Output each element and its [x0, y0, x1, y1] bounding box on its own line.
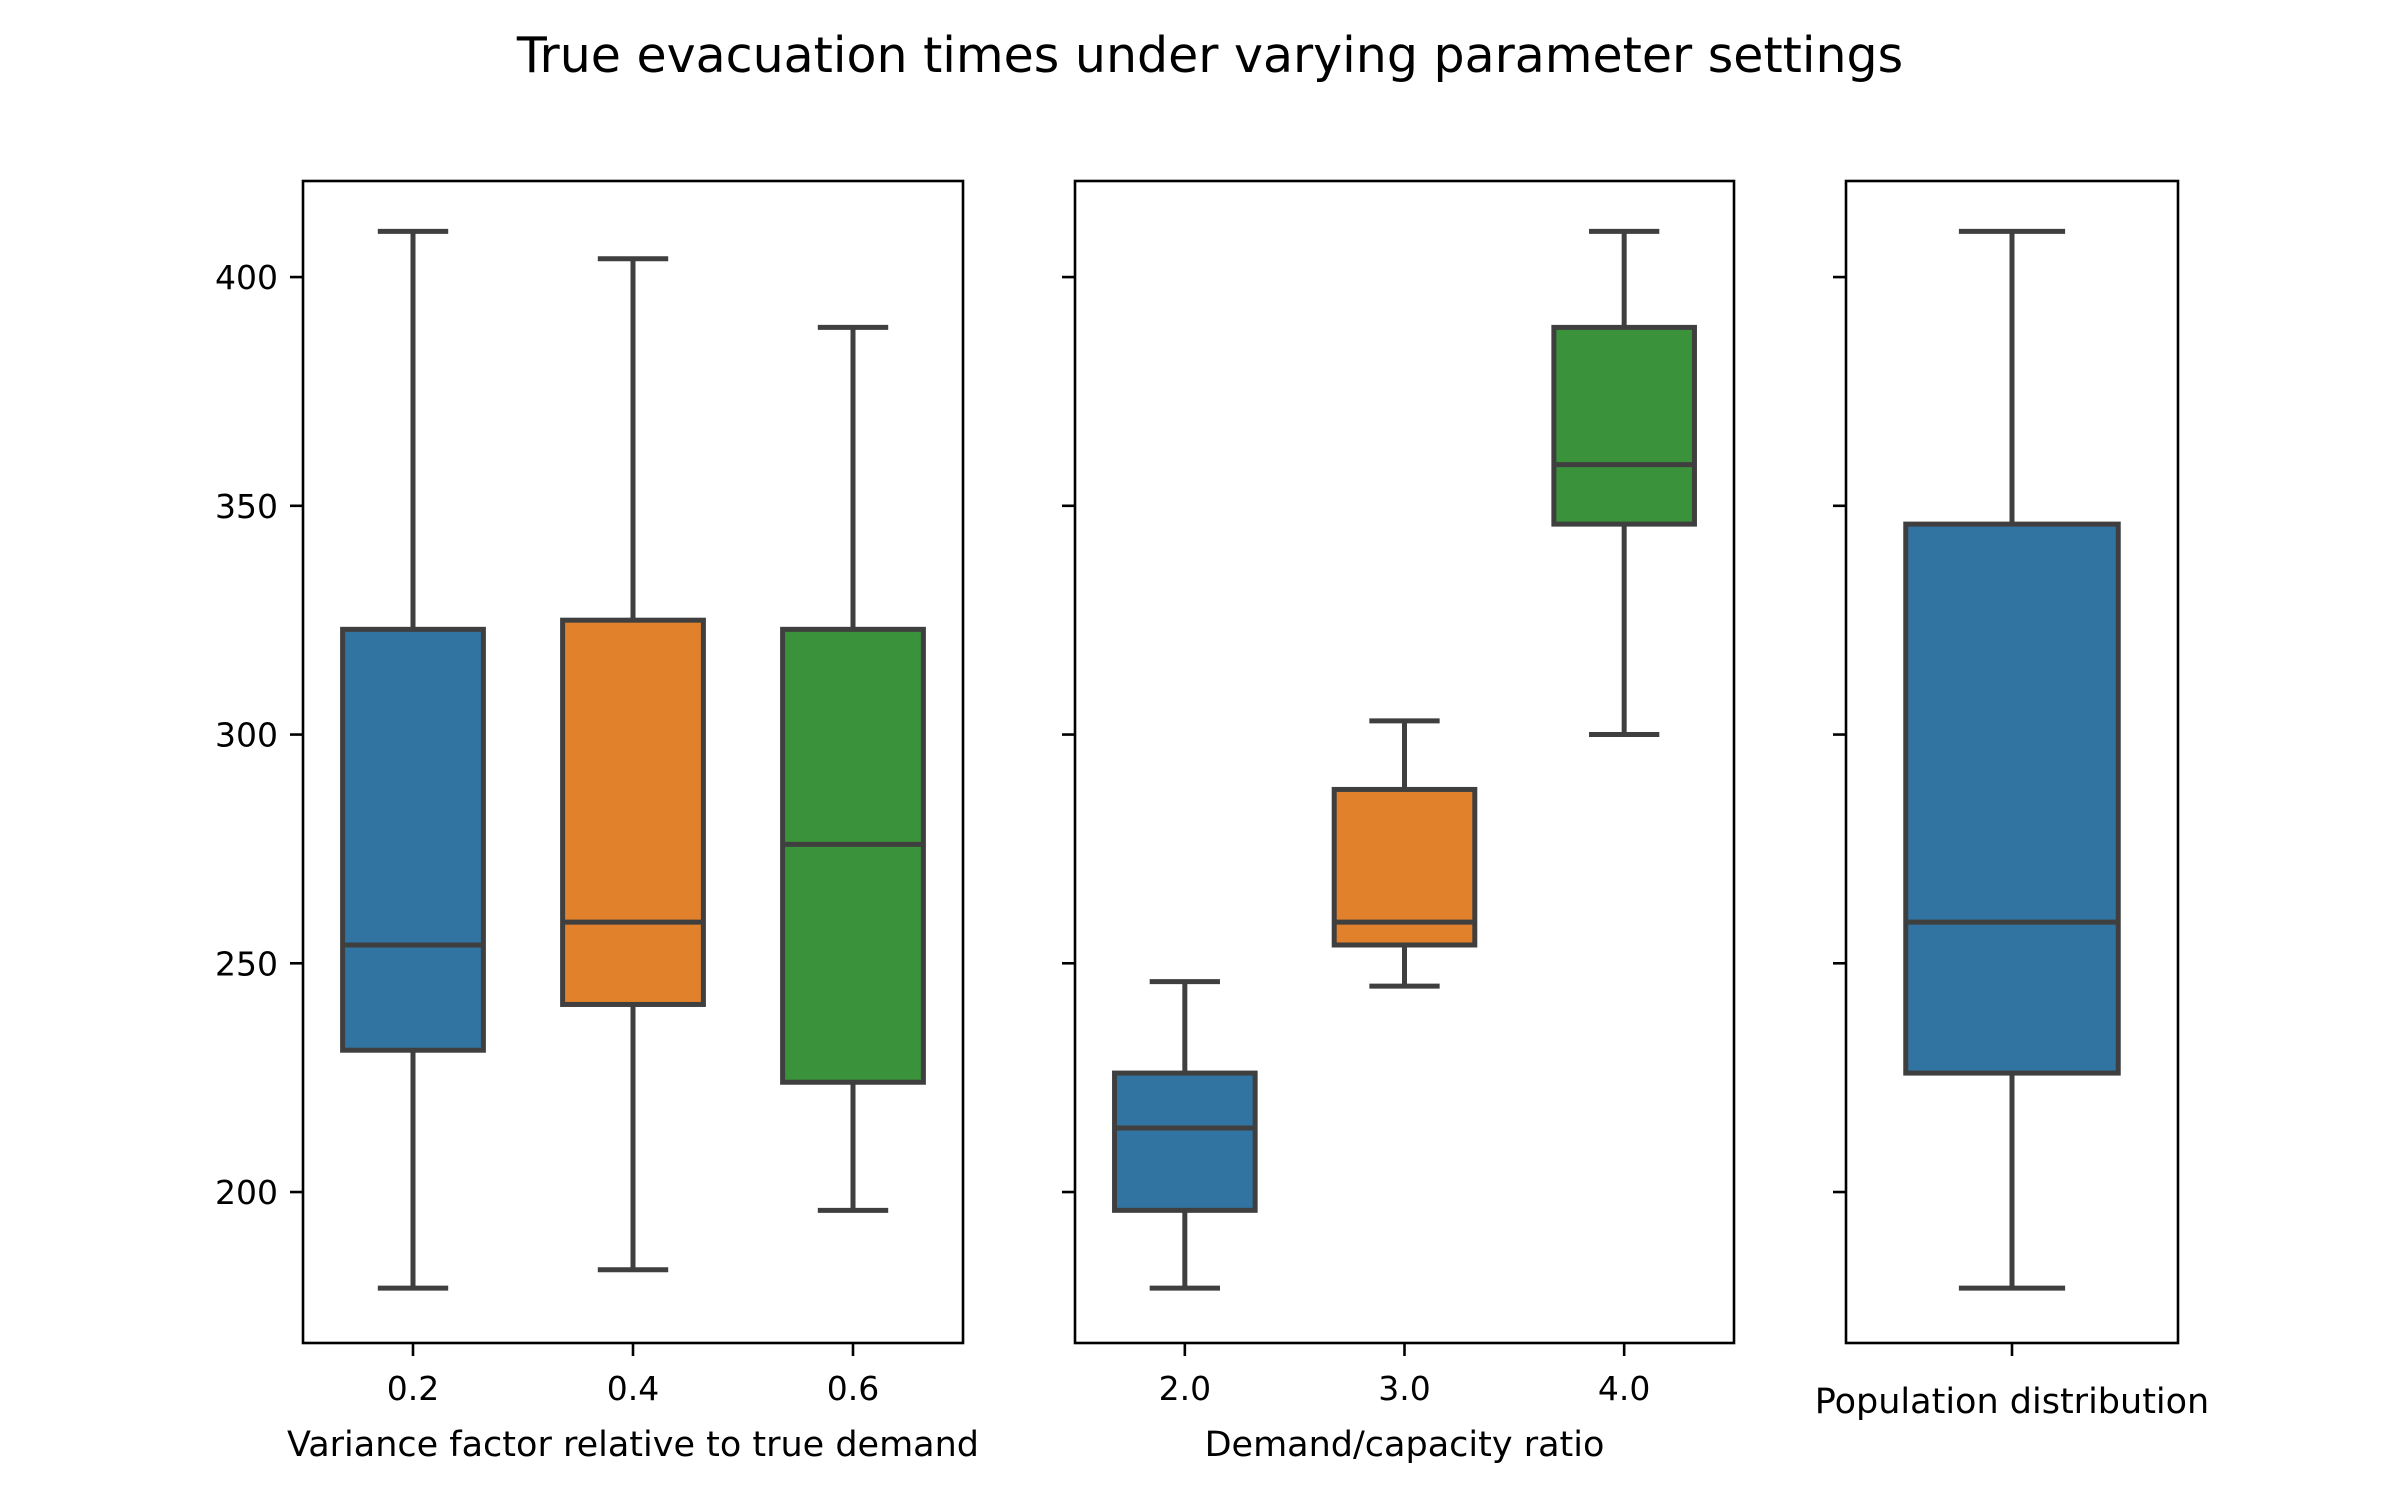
- x-axis-label: Variance factor relative to true demand: [287, 1425, 979, 1465]
- box-iqr: [1903, 521, 2121, 1076]
- y-tick-label: 300: [215, 716, 278, 755]
- x-tick-label: 0.4: [607, 1369, 659, 1408]
- x-tick-label: 0.2: [387, 1369, 439, 1408]
- panel-frame: [1073, 179, 1736, 1345]
- box-iqr: [780, 626, 926, 1085]
- panels-layer: 200 250 300 350 400 0.2 0.4 0.6 Variance factor …: [215, 179, 2209, 1465]
- y-tick-label: 400: [215, 258, 278, 297]
- box-iqr: [1112, 1070, 1258, 1213]
- x-tick-label: 2.0: [1159, 1369, 1211, 1408]
- box-group: [1903, 228, 2121, 1291]
- box-group: [1551, 228, 1697, 738]
- box-iqr: [340, 626, 486, 1053]
- x-tick-label: 3.0: [1378, 1369, 1430, 1408]
- panel-2: 2.0 3.0 4.0 Demand/capacity ratio: [1062, 179, 1736, 1465]
- x-axis-label: Demand/capacity ratio: [1205, 1425, 1605, 1465]
- x-axis-label: Population distribution: [1815, 1382, 2209, 1422]
- box-iqr: [1331, 786, 1478, 948]
- box-group: [1331, 718, 1478, 989]
- panel-3: Population distribution: [1815, 179, 2209, 1422]
- panel-frame: [1844, 179, 2180, 1345]
- box-group: [780, 324, 926, 1213]
- box-group: [560, 256, 706, 1273]
- panel-1: 200 250 300 350 400 0.2 0.4 0.6 Variance factor …: [215, 179, 979, 1465]
- box-iqr: [1551, 324, 1697, 527]
- y-tick-label: 200: [215, 1173, 278, 1212]
- panel-frame: [301, 179, 965, 1345]
- chart-title: True evacuation times under varying para…: [516, 27, 1903, 84]
- box-group: [1112, 979, 1258, 1291]
- x-tick-label: 4.0: [1598, 1369, 1650, 1408]
- y-tick-label: 350: [215, 487, 278, 526]
- box-iqr: [560, 617, 706, 1007]
- x-tick-label: 0.6: [827, 1369, 879, 1408]
- y-tick-label: 250: [215, 944, 278, 983]
- box-group: [340, 228, 486, 1291]
